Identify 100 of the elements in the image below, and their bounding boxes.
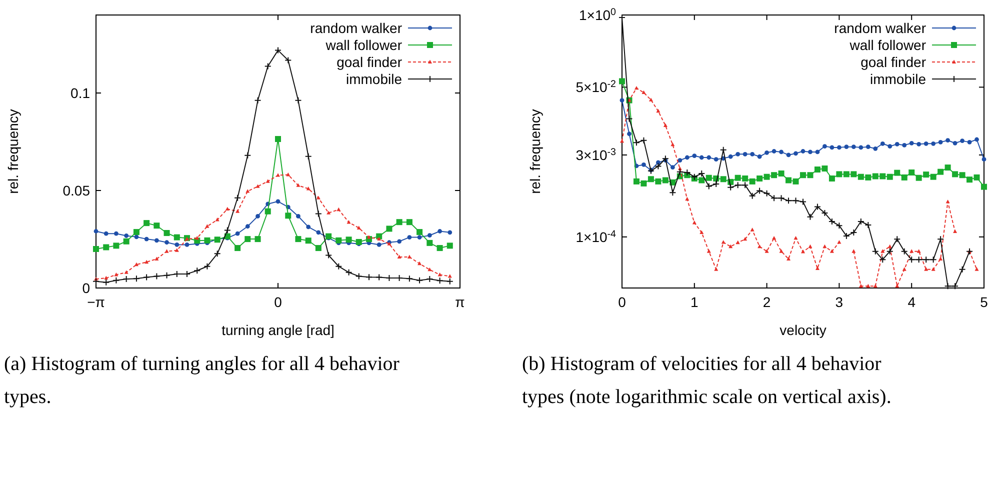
point <box>174 248 179 252</box>
point <box>274 46 282 54</box>
point <box>981 184 987 190</box>
point <box>866 284 870 288</box>
point <box>295 236 302 242</box>
point <box>174 234 180 240</box>
point <box>225 206 230 211</box>
point <box>642 90 646 94</box>
point <box>336 237 342 244</box>
point <box>662 155 669 162</box>
point <box>306 224 311 230</box>
point <box>366 274 373 281</box>
point <box>930 256 937 264</box>
point <box>924 141 928 146</box>
point <box>134 234 139 240</box>
point <box>720 176 726 182</box>
point <box>815 266 820 270</box>
point <box>205 224 210 228</box>
point <box>93 246 99 252</box>
point <box>276 199 280 204</box>
point <box>670 142 675 146</box>
point <box>406 275 413 282</box>
point <box>728 154 733 159</box>
point <box>114 231 118 236</box>
point <box>276 173 280 177</box>
point <box>669 189 676 196</box>
point <box>764 174 770 180</box>
point <box>763 190 770 197</box>
y-tick-label: 1×10$^{0}$ <box>579 6 617 23</box>
point <box>728 244 733 248</box>
point <box>748 192 756 200</box>
point <box>757 154 762 159</box>
point <box>910 249 914 253</box>
point <box>857 218 864 225</box>
point <box>438 229 442 234</box>
point <box>184 242 190 247</box>
point <box>794 236 798 240</box>
point <box>676 168 684 176</box>
point <box>336 207 341 212</box>
point <box>678 158 682 163</box>
point <box>880 249 885 253</box>
point <box>377 236 382 241</box>
point <box>843 171 850 178</box>
point <box>916 142 922 146</box>
point <box>886 248 894 255</box>
point <box>830 249 834 253</box>
point <box>721 240 726 244</box>
point <box>749 178 756 184</box>
point <box>938 140 943 144</box>
point <box>714 157 718 162</box>
legend-label: immobile <box>346 71 402 87</box>
point <box>952 140 958 146</box>
point <box>244 152 252 159</box>
x-tick-label: 4 <box>908 294 916 310</box>
point <box>246 189 250 193</box>
point <box>397 239 402 244</box>
point <box>960 138 964 144</box>
point <box>448 274 452 278</box>
point <box>153 272 160 280</box>
point <box>800 149 806 154</box>
point <box>756 187 764 194</box>
point <box>264 62 272 70</box>
x-tick-label: 5 <box>980 294 988 310</box>
point <box>234 245 241 252</box>
point <box>346 220 351 224</box>
point <box>345 268 352 276</box>
point <box>684 168 691 176</box>
point <box>144 220 150 226</box>
point <box>436 245 443 252</box>
point <box>743 236 748 241</box>
point <box>275 136 281 142</box>
point <box>946 200 950 204</box>
point <box>821 209 828 216</box>
y-tick-label: 5×10$^{-2}$ <box>576 78 616 96</box>
point <box>880 173 886 180</box>
point <box>356 238 362 245</box>
point <box>417 235 422 240</box>
point <box>163 272 170 279</box>
point <box>154 222 160 229</box>
point <box>305 238 312 244</box>
point <box>195 236 200 240</box>
point <box>706 174 712 181</box>
x-tick-label: 3 <box>835 294 844 310</box>
x-tick-label: 0 <box>274 294 282 310</box>
point <box>620 98 624 103</box>
point <box>214 250 221 258</box>
point <box>734 182 742 189</box>
point <box>966 176 973 183</box>
point <box>879 256 886 264</box>
y-tick-label: 3×10$^{-3}$ <box>576 146 617 163</box>
point <box>620 139 624 143</box>
point <box>959 172 966 178</box>
point <box>662 177 668 184</box>
point <box>315 245 322 252</box>
point <box>112 276 120 284</box>
x-tick-label: 2 <box>762 294 771 310</box>
point <box>850 229 858 236</box>
point <box>648 98 653 102</box>
legend-label: goal finder <box>860 54 926 70</box>
point <box>750 152 755 156</box>
